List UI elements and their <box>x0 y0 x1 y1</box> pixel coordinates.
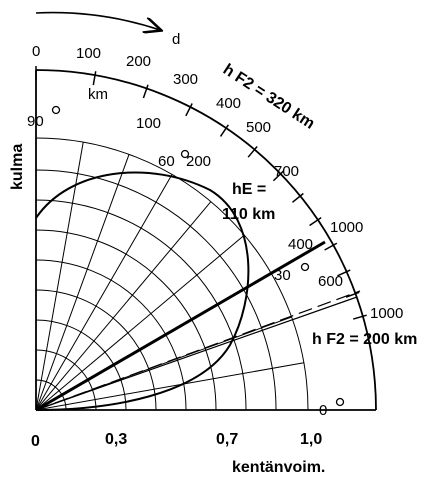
angle-label-30: 30 <box>274 267 291 284</box>
distance-tick <box>272 170 284 182</box>
y-axis-title-kulma: kulma <box>9 144 26 190</box>
tick-label-400: 400 <box>216 95 241 112</box>
outer-distance-arc <box>35 69 377 411</box>
grid-radial-line <box>35 362 304 411</box>
tick-label-100: 100 <box>76 45 101 62</box>
he-110km-ray <box>35 240 326 412</box>
distance-tick <box>324 242 338 251</box>
grid-arc <box>35 137 309 411</box>
degree-symbol-0 <box>335 397 345 407</box>
hf2-200-label: h F2 = 200 km <box>312 331 417 348</box>
degree-symbol-60 <box>180 149 190 159</box>
grid-arc <box>35 229 217 411</box>
tick-label-700: 700 <box>274 163 299 180</box>
distance-tick <box>142 84 149 99</box>
tick-label-500: 500 <box>246 119 271 136</box>
grid-arc <box>35 259 187 411</box>
angle-label-0: 0 <box>319 402 327 419</box>
distance-tick <box>353 314 367 320</box>
inner-label-1000: 1000 <box>370 305 403 322</box>
grid-radial-line <box>35 201 212 411</box>
inner-label-400: 400 <box>288 236 313 253</box>
grid-radial-line <box>35 234 245 411</box>
radiation-pattern-curve <box>35 171 250 411</box>
inner-label-600: 600 <box>318 273 343 290</box>
angle-label-60: 60 <box>158 153 175 170</box>
distance-tick <box>185 103 193 117</box>
grid-radial-line <box>35 154 130 411</box>
distance-tick <box>247 145 258 158</box>
hf2-200km-ray-dashed <box>35 290 361 411</box>
grid-radial-line <box>35 142 84 411</box>
grid-arc <box>35 289 157 411</box>
tick-label-0: 0 <box>32 43 40 60</box>
x-axis-label-0: 0 <box>31 433 40 450</box>
distance-tick <box>337 269 351 277</box>
tick-label-200: 200 <box>126 53 151 70</box>
angle-label-90: 90 <box>27 113 44 130</box>
grid-arc <box>35 349 97 411</box>
x-axis-label-0-3: 0,3 <box>105 431 127 448</box>
grid-arc <box>35 169 277 411</box>
x-axis-label-0-7: 0,7 <box>216 431 238 448</box>
he-label-line2: 110 km <box>222 206 275 223</box>
distance-tick <box>291 192 304 203</box>
grid-arc <box>35 199 247 411</box>
he-label-line1: hE = <box>232 181 266 198</box>
degree-symbol-90 <box>51 105 61 115</box>
inner-label-200: 200 <box>186 153 211 170</box>
inner-label-100: 100 <box>136 115 161 132</box>
tick-label-1000-top: 1000 <box>330 219 363 236</box>
grid-arc <box>35 319 127 411</box>
distance-tick <box>92 71 97 86</box>
arrow-label-d: d <box>172 31 180 48</box>
distance-direction-arrow <box>35 11 160 30</box>
distance-tick <box>309 217 322 227</box>
tick-label-300: 300 <box>173 71 198 88</box>
km-unit-label: km <box>88 86 108 103</box>
degree-symbol-30 <box>300 262 310 272</box>
distance-tick-marks <box>35 66 367 320</box>
x-axis-label-1-0: 1,0 <box>300 431 322 448</box>
distance-tick <box>345 291 360 298</box>
hf2-200km-ray-solid <box>35 296 358 411</box>
grid-radial-line <box>35 174 173 411</box>
x-axis-title-kentanvoim: kentänvoim. <box>232 459 325 476</box>
distance-tick <box>219 124 229 137</box>
